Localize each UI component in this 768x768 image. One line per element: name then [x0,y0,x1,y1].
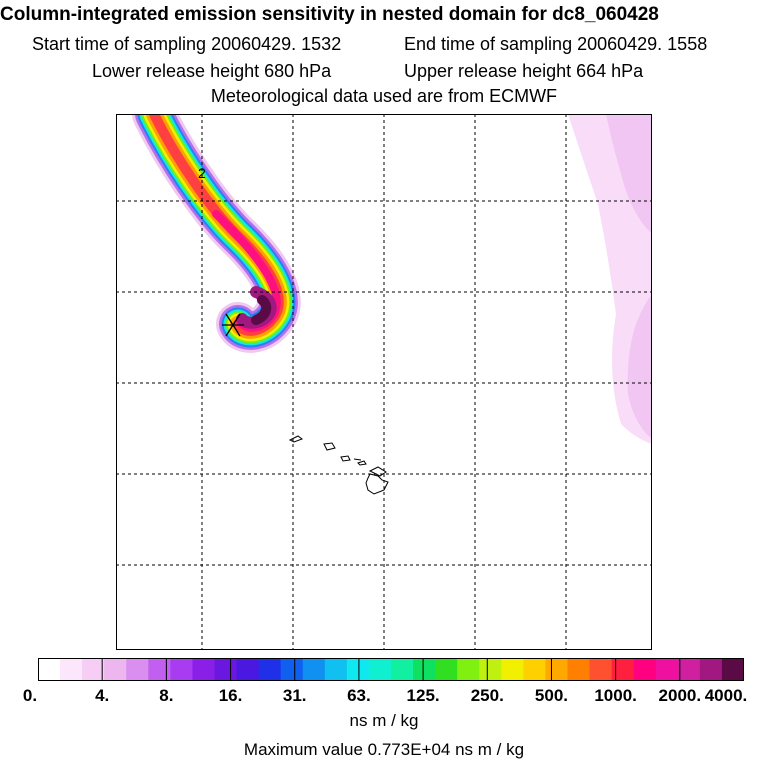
maximum-value: Maximum value 0.773E+04 ns m / kg [243,740,525,759]
colorbar-cell [258,658,282,681]
colorbar-cell [214,658,238,681]
low-sensitivity-region-east-inner [606,114,652,234]
colorbar-tick-label: 125. [406,686,440,705]
colorbar-cell [368,658,392,681]
colorbar-cell [280,658,304,681]
colorbar-cell [126,658,149,681]
colorbar-cell [633,658,657,681]
colorbar-cell [677,658,701,681]
colorbar-cell [655,658,679,681]
colorbar-tick-label: 0. [22,686,38,705]
met-data-source: Meteorological data used are from ECMWF [210,86,558,106]
colorbar [38,658,744,681]
emission-plume [132,114,301,353]
colorbar-cell [302,658,326,681]
colorbar-tick-label: 2000. [658,686,702,705]
sampling-start-time: Start time of sampling 20060429. 1532 [32,34,342,54]
lower-release-height: Lower release height 680 hPa [92,61,332,81]
colorbar-cell [435,658,458,681]
release-location-marker [222,313,244,337]
map-grid [116,114,652,650]
colorbar-cell [38,658,61,681]
colorbar-cell [192,658,216,681]
colorbar-cell [236,658,260,681]
colorbar-tick-label: 31. [282,686,307,705]
colorbar-cell [148,658,171,681]
colorbar-cell [699,658,723,681]
colorbar-cell [457,658,480,681]
colorbar-cell [60,658,83,681]
colorbar-tick-label: 16. [218,686,243,705]
colorbar-cell [391,658,414,681]
colorbar-cell [589,658,613,681]
low-sensitivity-region-east-lower [627,294,652,439]
colorbar-cell [567,658,591,681]
colorbar-cell [721,658,744,681]
colorbar-cell [104,658,127,681]
colorbar-tick-label: 4000. [704,686,748,705]
colorbar-tick-label: 500. [534,686,568,705]
plot-title: Column-integrated emission sensitivity i… [0,4,659,25]
colorbar-cell [479,658,502,681]
colorbar-cell [324,658,348,681]
colorbar-cell [545,658,569,681]
upper-release-height: Upper release height 664 hPa [404,61,644,81]
colorbar-cell [346,658,370,681]
colorbar-tick-label: 1000. [594,686,637,705]
sampling-end-time: End time of sampling 20060429. 1558 [404,34,708,54]
colorbar-cell [170,658,194,681]
colorbar-tick-label: 63. [347,686,371,705]
colorbar-units: ns m / kg [349,711,419,730]
contour-label: 2 [198,165,206,181]
colorbar-cell [523,658,547,681]
sensitivity-map: 2 [116,114,652,650]
colorbar-cell [611,658,635,681]
colorbar-tick-label: 4. [95,686,110,705]
colorbar-tick-label: 250. [470,686,504,705]
colorbar-cell [82,658,105,681]
colorbar-cell [501,658,524,681]
colorbar-cell [413,658,436,681]
colorbar-tick-label: 8. [159,686,174,705]
hawaii-islands [288,435,389,495]
